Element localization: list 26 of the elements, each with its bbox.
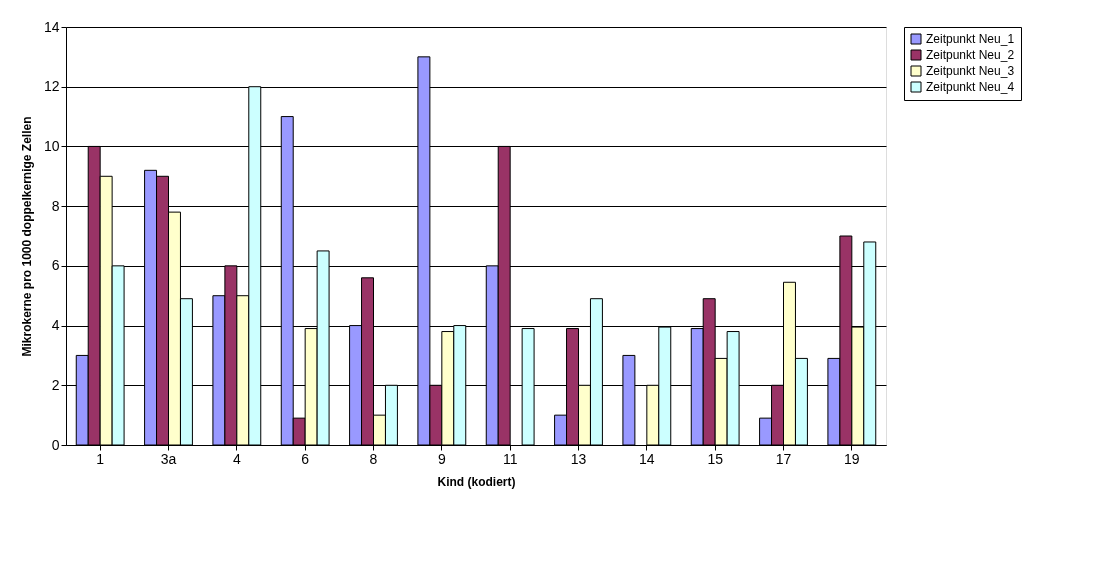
x-tick-label: 15 <box>707 450 724 467</box>
y-tick-label: 8 <box>51 197 60 214</box>
legend-label: Zeitpunkt Neu_3 <box>926 64 1015 78</box>
y-tick-label: 4 <box>51 317 60 334</box>
legend-label: Zeitpunkt Neu_4 <box>926 80 1015 94</box>
x-tick-label: 1 <box>96 450 105 467</box>
x-axis-title: Kind (kodiert) <box>437 474 516 489</box>
legend-label: Zeitpunkt Neu_1 <box>926 32 1015 46</box>
y-tick-label: 6 <box>51 257 60 274</box>
y-tick-label: 14 <box>43 18 60 35</box>
x-tick-label: 9 <box>437 450 446 467</box>
x-tick-label: 17 <box>775 450 792 467</box>
x-tick-label: 3a <box>160 450 177 467</box>
x-tick-label: 4 <box>232 450 241 467</box>
x-tick-label: 8 <box>369 450 378 467</box>
y-axis-title: Mikrokerne pro 1000 doppelkernige Zellen <box>19 116 34 357</box>
x-tick-label: 14 <box>639 450 655 467</box>
y-tick-label: 2 <box>51 376 60 393</box>
y-tick-label: 10 <box>43 137 60 154</box>
legend-label: Zeitpunkt Neu_2 <box>926 48 1015 62</box>
x-tick-label: 6 <box>301 450 310 467</box>
x-tick-label: 13 <box>570 450 587 467</box>
x-tick-label: 19 <box>844 450 860 467</box>
y-tick-label: 12 <box>43 78 60 95</box>
y-tick-label: 0 <box>51 436 60 453</box>
x-tick-label: 11 <box>502 450 518 467</box>
